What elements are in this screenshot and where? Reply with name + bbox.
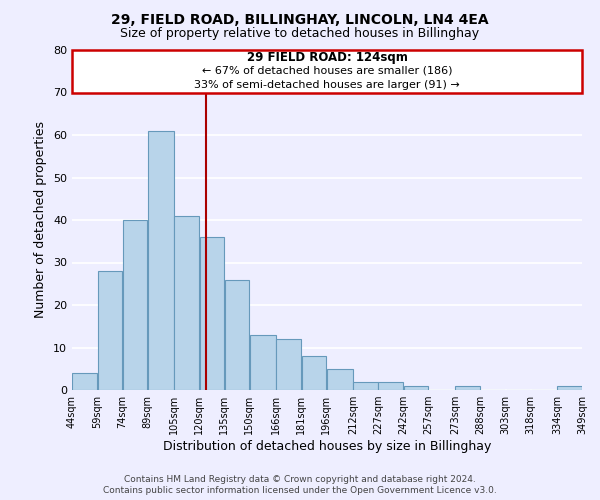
Bar (302, 356, 326, 390)
Bar (73, 373, 97, 390)
Bar (379, 382, 403, 390)
Text: 33% of semi-detached houses are larger (91) →: 33% of semi-detached houses are larger (… (194, 80, 460, 90)
X-axis label: Distribution of detached houses by size in Billinghay: Distribution of detached houses by size … (163, 440, 491, 453)
Bar (250, 335, 275, 390)
Bar (72, 50, 582, 92)
Bar (122, 220, 147, 390)
Text: 29, FIELD ROAD, BILLINGHAY, LINCOLN, LN4 4EA: 29, FIELD ROAD, BILLINGHAY, LINCOLN, LN4… (111, 12, 489, 26)
Text: 29 FIELD ROAD: 124sqm: 29 FIELD ROAD: 124sqm (247, 51, 407, 64)
Y-axis label: Number of detached properties: Number of detached properties (34, 122, 47, 318)
Text: ← 67% of detached houses are smaller (186): ← 67% of detached houses are smaller (18… (202, 66, 452, 76)
Text: Contains public sector information licensed under the Open Government Licence v3: Contains public sector information licen… (103, 486, 497, 495)
Bar (224, 280, 249, 390)
Bar (175, 216, 199, 390)
Bar (326, 369, 353, 390)
Bar (353, 382, 377, 390)
Bar (148, 130, 173, 390)
Bar (455, 386, 479, 390)
Bar (557, 386, 581, 390)
Bar (97, 271, 122, 390)
Bar (277, 339, 301, 390)
Text: Size of property relative to detached houses in Billinghay: Size of property relative to detached ho… (121, 28, 479, 40)
Bar (404, 386, 428, 390)
Text: Contains HM Land Registry data © Crown copyright and database right 2024.: Contains HM Land Registry data © Crown c… (124, 474, 476, 484)
Bar (199, 237, 224, 390)
